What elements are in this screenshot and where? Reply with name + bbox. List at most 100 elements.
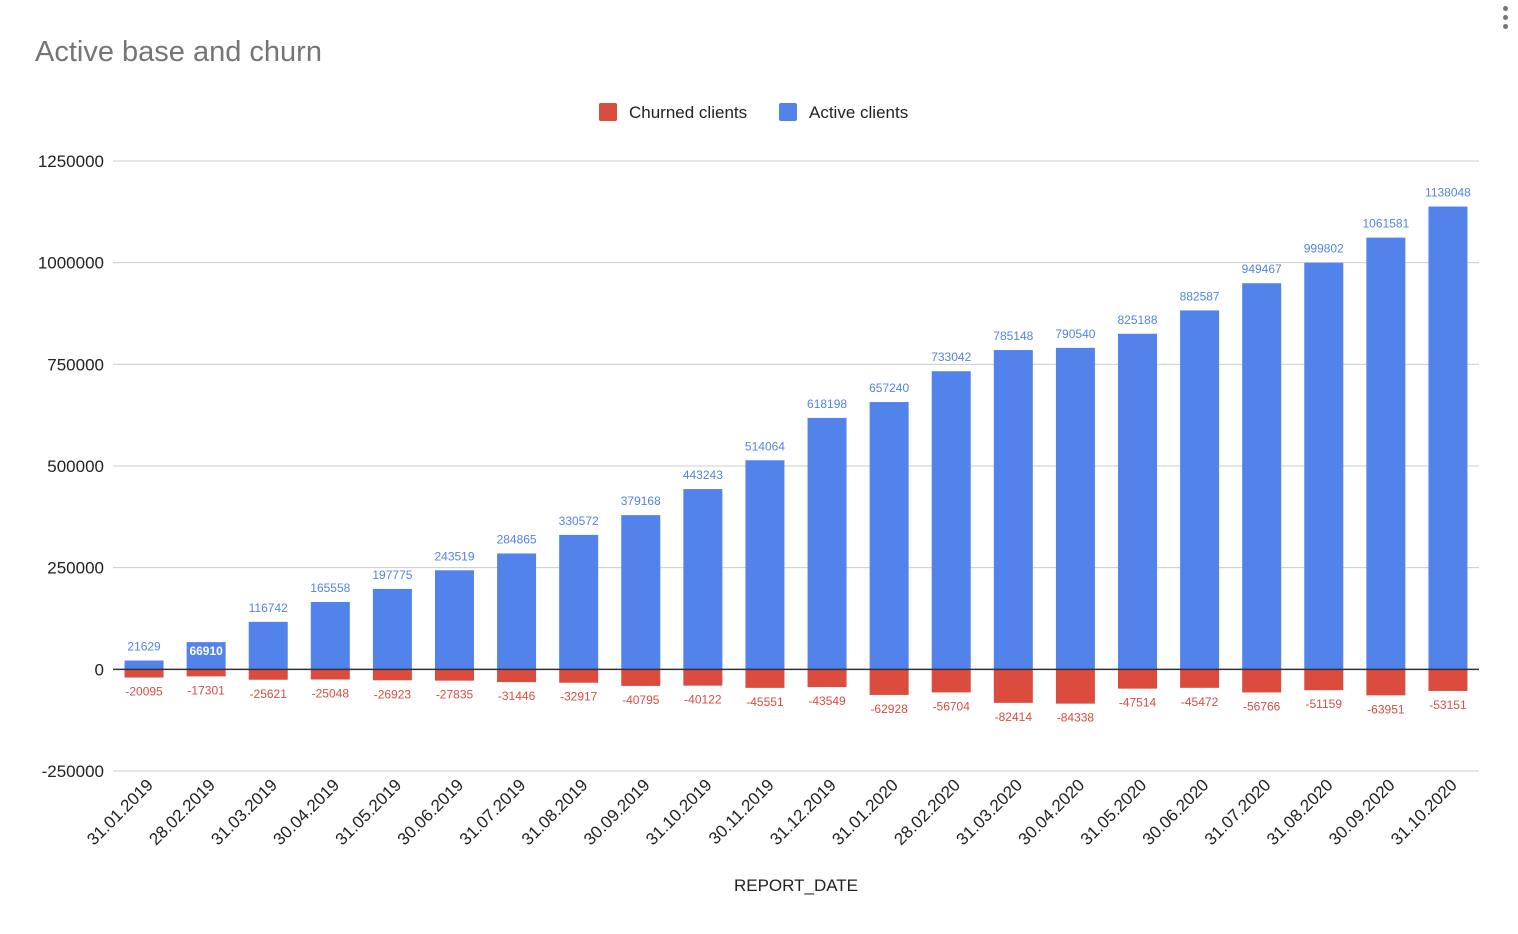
x-tick-label: 31.03.2019 xyxy=(207,775,281,849)
y-tick-label: 1000000 xyxy=(38,254,104,273)
bar-churned-clients xyxy=(1118,669,1157,689)
data-label-churned-clients: -56704 xyxy=(933,699,971,713)
data-label-churned-clients: -40122 xyxy=(684,693,722,707)
data-label-churned-clients: -63951 xyxy=(1367,702,1405,716)
data-label-active-clients: 66910 xyxy=(189,644,223,658)
data-label-active-clients: 999802 xyxy=(1304,242,1344,256)
x-tick-label: 28.02.2019 xyxy=(145,775,219,849)
legend-swatch xyxy=(779,103,797,121)
legend-swatch xyxy=(599,103,617,121)
data-label-active-clients: 514064 xyxy=(745,439,785,453)
y-axis-ticks: 1250000 1000000 750000 500000 250000 0 -250000 xyxy=(38,152,104,781)
data-label-churned-clients: -45472 xyxy=(1181,695,1219,709)
bar-active-clients xyxy=(497,553,537,670)
data-label-active-clients: 379168 xyxy=(621,494,661,508)
data-label-active-clients: 825188 xyxy=(1117,313,1157,327)
more-vertical-icon[interactable] xyxy=(1497,6,1513,34)
bar-active-clients xyxy=(186,642,226,670)
bar-active-clients xyxy=(435,570,474,670)
x-tick-label: 31.08.2019 xyxy=(518,775,592,849)
x-tick-label: 31.08.2020 xyxy=(1263,775,1337,849)
data-label-active-clients: 21629 xyxy=(127,640,161,654)
data-label-active-clients: 949467 xyxy=(1242,262,1282,276)
x-tick-label: 30.09.2020 xyxy=(1325,775,1399,849)
bar-churned-clients xyxy=(435,669,474,681)
y-tick-label: 750000 xyxy=(47,355,104,374)
x-tick-label: 30.06.2019 xyxy=(394,775,468,849)
bar-active-clients xyxy=(1055,347,1095,670)
x-tick-label: 31.07.2019 xyxy=(456,775,530,849)
x-axis-ticks: 31.01.201928.02.201931.03.201930.04.2019… xyxy=(83,775,1461,849)
legend-label: Churned clients xyxy=(629,103,747,122)
data-label-churned-clients: -40795 xyxy=(622,693,660,707)
data-label-active-clients: 197775 xyxy=(372,568,412,582)
bar-churned-clients xyxy=(683,669,723,686)
bar-active-clients xyxy=(1180,310,1220,670)
bar-churned-clients xyxy=(807,669,847,688)
x-tick-label: 31.07.2020 xyxy=(1201,775,1275,849)
data-label-churned-clients: -27835 xyxy=(436,688,474,702)
data-label-churned-clients: -62928 xyxy=(870,702,908,716)
y-tick-label: 250000 xyxy=(47,559,104,578)
y-tick-label: -250000 xyxy=(42,762,104,781)
bar-churned-clients xyxy=(124,669,164,678)
bar-churned-clients xyxy=(310,669,350,680)
data-label-active-clients: 1138048 xyxy=(1425,186,1471,200)
data-label-active-clients: 733042 xyxy=(931,350,971,364)
x-tick-label: 30.04.2020 xyxy=(1015,775,1089,849)
data-label-churned-clients: -26923 xyxy=(374,687,412,701)
data-label-churned-clients: -17301 xyxy=(187,683,225,697)
bar-churned-clients xyxy=(1242,669,1282,693)
bar-active-clients xyxy=(807,417,847,670)
x-tick-label: 31.10.2019 xyxy=(642,775,716,849)
x-tick-label: 31.01.2019 xyxy=(83,775,157,849)
bar-active-clients xyxy=(1366,237,1406,670)
data-label-active-clients: 618198 xyxy=(807,397,847,411)
bar-active-clients xyxy=(1118,333,1157,670)
bar-active-clients xyxy=(1428,206,1468,670)
data-label-active-clients: 790540 xyxy=(1055,327,1095,341)
data-label-active-clients: 785148 xyxy=(993,329,1033,343)
data-label-active-clients: 1061581 xyxy=(1363,217,1410,231)
bar-churned-clients xyxy=(993,669,1033,703)
data-label-churned-clients: -84338 xyxy=(1057,711,1095,725)
y-tick-label: 0 xyxy=(95,660,104,679)
data-label-churned-clients: -25048 xyxy=(312,687,350,701)
legend: Churned clients Active clients xyxy=(599,103,908,122)
bar-churned-clients xyxy=(1055,669,1095,704)
bar-active-clients xyxy=(745,460,785,670)
data-label-active-clients: 165558 xyxy=(310,581,350,595)
bar-churned-clients xyxy=(745,669,785,688)
x-tick-label: 31.03.2020 xyxy=(953,775,1027,849)
bar-active-clients xyxy=(248,621,288,670)
data-label-active-clients: 330572 xyxy=(559,514,599,528)
bar-churned-clients xyxy=(931,669,971,693)
bar-churned-clients xyxy=(621,669,661,686)
data-label-active-clients: 657240 xyxy=(869,381,909,395)
x-tick-label: 28.02.2020 xyxy=(890,775,964,849)
bar-active-clients xyxy=(372,588,412,670)
bar-churned-clients xyxy=(186,669,226,677)
bar-active-clients xyxy=(683,489,723,670)
x-tick-label: 31.10.2020 xyxy=(1387,775,1461,849)
data-label-churned-clients: -31446 xyxy=(498,689,536,703)
bar-churned-clients xyxy=(372,669,412,681)
y-tick-label: 500000 xyxy=(47,457,104,476)
x-tick-label: 31.05.2019 xyxy=(332,775,406,849)
data-label-churned-clients: -53151 xyxy=(1429,698,1467,712)
x-tick-label: 31.01.2020 xyxy=(828,775,902,849)
chart-title: Active base and churn xyxy=(35,36,322,68)
data-label-churned-clients: -82414 xyxy=(995,710,1033,724)
data-label-active-clients: 243519 xyxy=(434,549,474,563)
legend-label: Active clients xyxy=(809,103,908,122)
bar-churned-clients xyxy=(1304,669,1344,691)
data-label-churned-clients: -43549 xyxy=(808,694,846,708)
y-tick-label: 1250000 xyxy=(38,152,104,171)
bar-active-clients xyxy=(621,515,661,670)
bar-churned-clients xyxy=(559,669,599,683)
bar-active-clients xyxy=(1242,283,1282,670)
bar-churned-clients xyxy=(1366,669,1406,696)
data-labels: 21629 -20095 66910 -17301 116742 -25621 165558… xyxy=(125,186,1471,725)
bars xyxy=(124,206,1468,704)
bar-churned-clients xyxy=(248,669,288,680)
